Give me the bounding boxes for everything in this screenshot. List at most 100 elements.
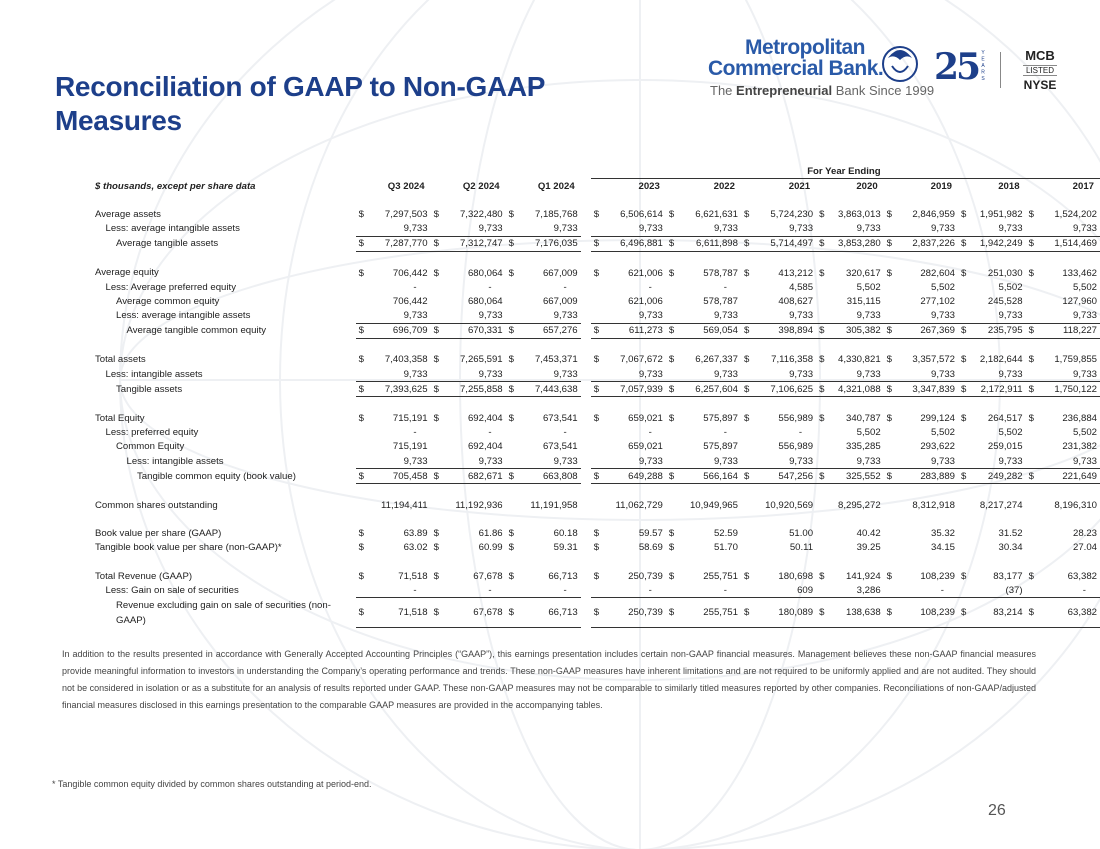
currency-sign: $ (508, 238, 514, 250)
amount: 6,257,604 (695, 383, 738, 395)
currency-sign: $ (961, 325, 967, 337)
value-cell: $ 682,671 (430, 468, 506, 485)
value-cell: 5,502 (930, 281, 955, 293)
value-cell: 9,733 (553, 310, 578, 322)
value-cell: $ 7,067,672 (591, 338, 666, 367)
amount: 1,514,469 (1054, 238, 1097, 250)
value-cell: $ 621,006 (591, 251, 666, 280)
value-cell: $ 83,177 (958, 555, 1026, 583)
currency-sign: $ (886, 267, 893, 279)
amount: 575,897 (703, 413, 738, 425)
currency-sign: $ (961, 570, 967, 582)
amount: 2,846,959 (912, 208, 955, 220)
table-row: Common shares outstanding 11,194,411 11,19… (92, 484, 1100, 513)
column-header: Q1 2024 (537, 180, 575, 192)
value-cell: $ 680,064 (431, 251, 506, 280)
value-cell: - (563, 584, 567, 596)
value-cell: $ 7,453,371 (506, 338, 581, 367)
currency-sign: $ (1028, 325, 1034, 337)
amount: 250,739 (628, 607, 663, 619)
currency-sign: $ (593, 413, 600, 425)
value-cell: - (648, 427, 652, 439)
currency-sign: $ (508, 542, 514, 554)
currency-sign: $ (358, 528, 365, 540)
logo-separator (1000, 52, 1001, 88)
currency-sign: $ (433, 470, 439, 482)
amount: 249,282 (987, 470, 1023, 482)
amount: 7,176,035 (534, 238, 578, 250)
value-cell: $ 7,116,358 (741, 338, 816, 367)
value-cell: $ 60.18 (506, 513, 581, 541)
value-cell: $ 299,124 (884, 397, 958, 426)
amount: 2,172,911 (980, 383, 1023, 395)
currency-sign: $ (593, 354, 600, 366)
value-cell: $ 611,273 (590, 322, 666, 339)
spacer (581, 323, 591, 338)
currency-sign: $ (593, 607, 600, 619)
amount: 118,227 (1063, 325, 1097, 337)
value-cell: 9,733 (478, 223, 503, 235)
currency-sign: $ (819, 607, 825, 619)
value-cell: 127,960 (1062, 295, 1097, 307)
value-cell: 5,502 (1072, 281, 1097, 293)
value-cell: 9,733 (403, 223, 428, 235)
amount: 1,750,122 (1054, 383, 1097, 395)
currency-sign: $ (819, 325, 825, 337)
value-cell: $ 3,863,013 (816, 193, 884, 221)
amount: 1,524,202 (1054, 208, 1097, 220)
currency-sign: $ (886, 238, 893, 250)
value-cell: 3,286 (856, 584, 881, 596)
currency-sign: $ (433, 607, 439, 619)
amount: 706,442 (392, 267, 428, 279)
value-cell: 9,733 (713, 368, 738, 380)
amount: 52.59 (713, 528, 738, 540)
value-cell: $ 6,267,337 (666, 338, 741, 367)
row-label: Common shares outstanding (95, 499, 218, 511)
value-cell: $ 706,442 (356, 251, 431, 280)
column-header: 2019 (930, 180, 952, 192)
amount: 682,671 (467, 470, 503, 482)
currency-sign: $ (1028, 208, 1034, 220)
table-row: Tangible book value per share (non-GAAP)… (92, 541, 1100, 555)
amount: 657,276 (542, 325, 578, 337)
currency-sign: $ (433, 413, 439, 425)
amount: 1,942,249 (979, 238, 1023, 250)
currency-sign: $ (358, 238, 365, 250)
amount: 282,604 (920, 267, 955, 279)
row-label: Less: intangible assets (105, 368, 203, 380)
value-cell: 9,733 (930, 223, 955, 235)
amount: 133,462 (1062, 267, 1097, 279)
amount: 63,382 (1067, 570, 1097, 582)
row-label: Total Equity (95, 412, 145, 424)
currency-sign: $ (819, 383, 825, 395)
amount: 7,297,503 (384, 208, 428, 220)
amount: 7,116,358 (771, 354, 814, 366)
value-cell: $ 696,709 (355, 322, 431, 339)
table-row: Less: Average preferred equity - - - - - 4,585… (92, 280, 1100, 294)
value-cell: $ 221,649 (1025, 468, 1100, 485)
currency-sign: $ (668, 470, 675, 482)
spacer (581, 193, 591, 221)
currency-sign: $ (1028, 354, 1034, 366)
table-row: Less: preferred equity - - - - - - 5,502 5,502 5,… (92, 426, 1100, 440)
value-cell: 31.52 (998, 528, 1023, 540)
value-cell: $ 7,312,747 (430, 235, 506, 252)
currency-sign: $ (668, 413, 675, 425)
value-cell: $ 2,172,911 (958, 381, 1026, 398)
amount: 569,054 (703, 325, 738, 337)
value-cell: $ 250,739 (590, 597, 666, 629)
amount: 4,321,088 (837, 383, 881, 395)
value-cell: $ 61.86 (431, 513, 506, 541)
row-label: Average equity (95, 267, 159, 279)
value-cell: 9,733 (1072, 310, 1097, 322)
value-cell: 9,733 (638, 368, 663, 380)
table-row: Less: average intangible assets 9,733 9,73… (92, 309, 1100, 324)
currency-sign: $ (743, 570, 750, 582)
value-cell: $ 141,924 (816, 555, 884, 583)
spacer (581, 236, 591, 251)
row-label: Less: intangible assets (126, 455, 224, 467)
empty-cell (506, 164, 581, 179)
currency-sign: $ (593, 383, 600, 395)
table-row: Less: average intangible assets 9,733 9,73… (92, 222, 1100, 237)
value-cell: 28.23 (1072, 528, 1097, 540)
